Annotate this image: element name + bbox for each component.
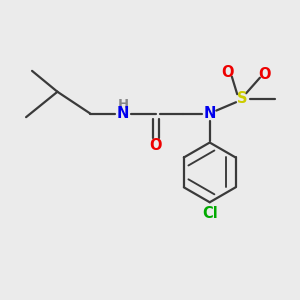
Text: N: N (203, 106, 216, 121)
Text: N: N (117, 106, 129, 121)
Text: O: O (258, 67, 270, 82)
Text: O: O (150, 138, 162, 153)
Text: O: O (221, 65, 234, 80)
Text: H: H (118, 98, 129, 111)
Text: S: S (237, 91, 248, 106)
Text: Cl: Cl (202, 206, 218, 221)
